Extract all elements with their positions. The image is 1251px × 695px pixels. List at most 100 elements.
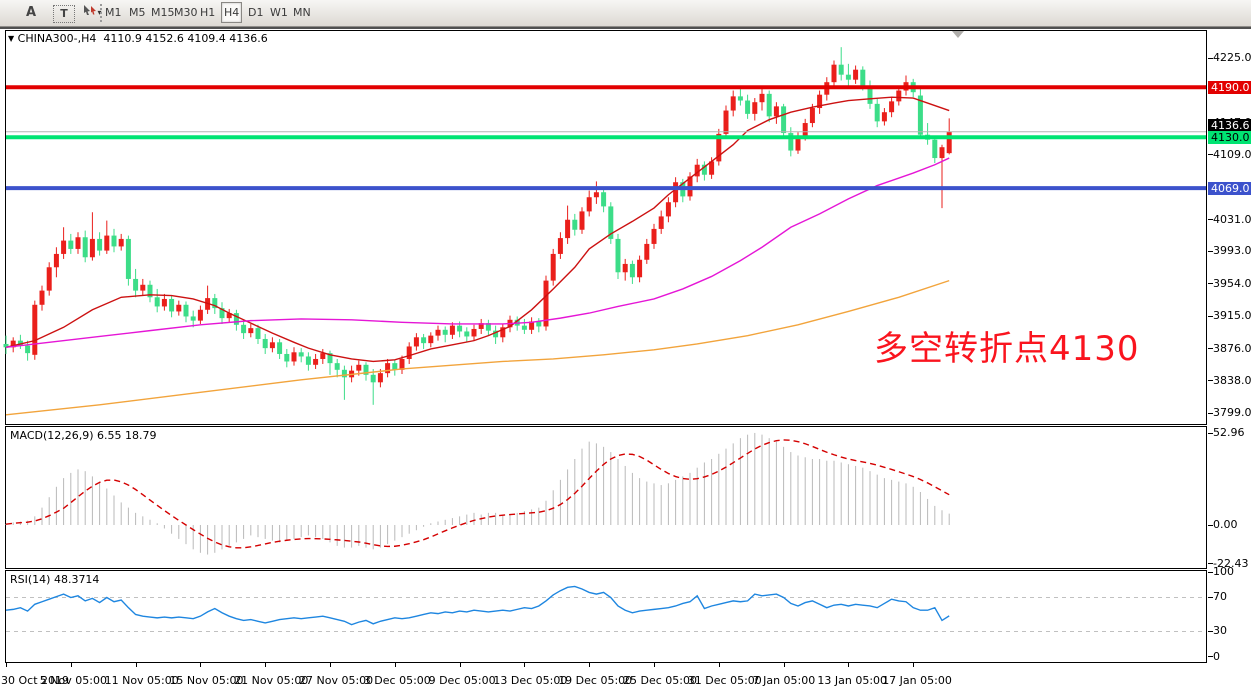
price-tick-3915.0: 3915.0	[1213, 309, 1251, 323]
timeframe-button-w1[interactable]: W1	[270, 6, 288, 19]
time-tick	[330, 663, 331, 667]
time-tick	[70, 663, 72, 667]
rsi-panel[interactable]	[5, 570, 1207, 663]
time-tick	[394, 663, 396, 667]
macd-histogram	[5, 432, 950, 555]
price-tick-3799.0: 3799.0	[1213, 406, 1251, 420]
macd-tick--22.43: -22.43	[1213, 556, 1249, 570]
timeframe-button-h4[interactable]: H4	[221, 2, 243, 23]
level-badge-4130.0: 4130.0	[1208, 130, 1251, 144]
macd-panel[interactable]	[5, 426, 1207, 569]
timeframe-button-m30[interactable]: M30	[174, 6, 198, 19]
toolbar: A T ▾ M1 M5 M15 M30 H1 H4 D1 W1 MN	[0, 0, 1251, 27]
trend-annotation-text: 多空转折点4130	[874, 329, 1140, 369]
price-tick-3876.0-dash	[1208, 348, 1213, 350]
price-tick-3838.0: 3838.0	[1213, 373, 1251, 387]
timeframe-button-d1[interactable]: D1	[248, 6, 264, 19]
price-tick-3799.0-dash	[1208, 412, 1213, 414]
level-badge-4190.0: 4190.0	[1208, 80, 1251, 94]
time-label: 19 Dec 05:00	[558, 674, 633, 687]
ma-fast-red	[5, 96, 950, 363]
symbol-label: CHINA300-,H4	[17, 32, 97, 45]
macd-indicator-label: MACD(12,26,9) 6.55 18.79	[10, 429, 157, 442]
macd-tick-0.00: 0.00	[1213, 518, 1238, 531]
price-tick-3954.0-dash	[1208, 283, 1213, 285]
toolbar-bottom-edge	[0, 27, 1251, 29]
time-tick	[524, 663, 526, 667]
macd-tick-0.00-dash	[1208, 524, 1213, 526]
ma-slow-orange	[5, 279, 950, 416]
time-label: 13 Jan 05:00	[817, 674, 888, 687]
price-tick-3876.0: 3876.0	[1213, 341, 1251, 355]
text-label-tool-button[interactable]: A	[25, 5, 37, 20]
rsi-tick-70-dash	[1208, 596, 1213, 598]
price-tick-4225.0-dash	[1208, 57, 1213, 59]
arrows-tool-button[interactable]: ▾	[79, 3, 105, 23]
macd-signal-line	[5, 439, 950, 549]
macd-tick--22.43-dash	[1208, 563, 1213, 565]
rsi-tick-100: 100	[1213, 565, 1234, 579]
collapse-triangle-icon: ▼	[8, 34, 15, 43]
time-tick	[135, 663, 137, 667]
time-tick	[459, 663, 461, 667]
timeframe-button-mn[interactable]: MN	[293, 6, 311, 19]
chart-title: ▼ CHINA300-,H4 4110.9 4152.6 4109.4 4136…	[8, 32, 268, 45]
time-label: 5 Nov 05:00	[39, 674, 107, 687]
text-box-tool-button[interactable]: T	[53, 5, 75, 23]
price-tick-3838.0-dash	[1208, 380, 1213, 382]
price-tick-4225.0: 4225.0	[1213, 51, 1251, 64]
timeframe-button-m15[interactable]: M15	[151, 6, 175, 19]
rsi-tick-30-dash	[1208, 630, 1213, 632]
time-label: 27 Nov 05:00	[299, 674, 374, 687]
timeframe-button-m1[interactable]: M1	[105, 6, 122, 19]
level-badge-4069.0: 4069.0	[1208, 181, 1251, 195]
macd-tick-52.96-dash	[1208, 432, 1213, 434]
time-label: 15 Nov 05:00	[169, 674, 244, 687]
main-chart-panel[interactable]	[5, 30, 1207, 425]
time-tick	[718, 663, 720, 667]
arrows-icon	[82, 5, 97, 20]
time-label: 13 Dec 05:00	[493, 674, 568, 687]
price-tick-4031.0: 4031.0	[1213, 212, 1251, 226]
time-label: 25 Dec 05:00	[623, 674, 697, 687]
time-label: 31 Dec 05:00	[687, 674, 762, 687]
ohlc-quote: 4110.9 4152.6 4109.4 4136.6	[103, 32, 268, 45]
timeframe-button-h1[interactable]: H1	[200, 6, 216, 19]
rsi-tick-0-dash	[1208, 656, 1213, 658]
rsi-tick-30: 30	[1213, 624, 1227, 638]
time-tick	[848, 663, 850, 667]
time-tick	[654, 663, 655, 667]
time-label: 21 Nov 05:00	[234, 674, 309, 687]
current-price-badge: 4136.6	[1208, 118, 1251, 132]
chart-shift-marker-icon	[952, 31, 964, 38]
time-tick	[265, 663, 267, 667]
rsi-tick-70: 70	[1213, 590, 1227, 604]
time-label: 3 Dec 05:00	[363, 674, 431, 687]
time-label: 17 Jan 05:00	[882, 674, 952, 687]
price-tick-3915.0-dash	[1208, 315, 1213, 317]
time-tick	[200, 663, 202, 667]
price-tick-4109.0: 4109.0	[1213, 147, 1251, 161]
toolbar-separator	[100, 4, 102, 22]
time-label: 7 Jan 05:00	[752, 674, 816, 687]
price-tick-4109.0-dash	[1208, 154, 1213, 156]
chevron-down-icon: ▾	[97, 8, 102, 17]
time-tick	[913, 663, 915, 667]
price-tick-4031.0-dash	[1208, 219, 1213, 221]
time-label: 30 Oct 2019	[1, 674, 70, 687]
price-tick-3954.0: 3954.0	[1213, 276, 1251, 290]
price-tick-3993.0-dash	[1208, 250, 1213, 252]
rsi-line	[5, 585, 950, 626]
macd-tick-52.96: 52.96	[1213, 426, 1245, 440]
time-label: 9 Dec 05:00	[428, 674, 496, 687]
time-label: 11 Nov 05:00	[104, 674, 179, 687]
price-tick-3993.0: 3993.0	[1213, 244, 1251, 258]
ma-mid-magenta	[5, 157, 950, 348]
time-tick	[589, 663, 591, 667]
time-tick	[6, 663, 7, 667]
timeframe-button-m5[interactable]: M5	[129, 6, 146, 19]
time-tick	[783, 663, 785, 667]
candlestick-series	[3, 47, 952, 405]
